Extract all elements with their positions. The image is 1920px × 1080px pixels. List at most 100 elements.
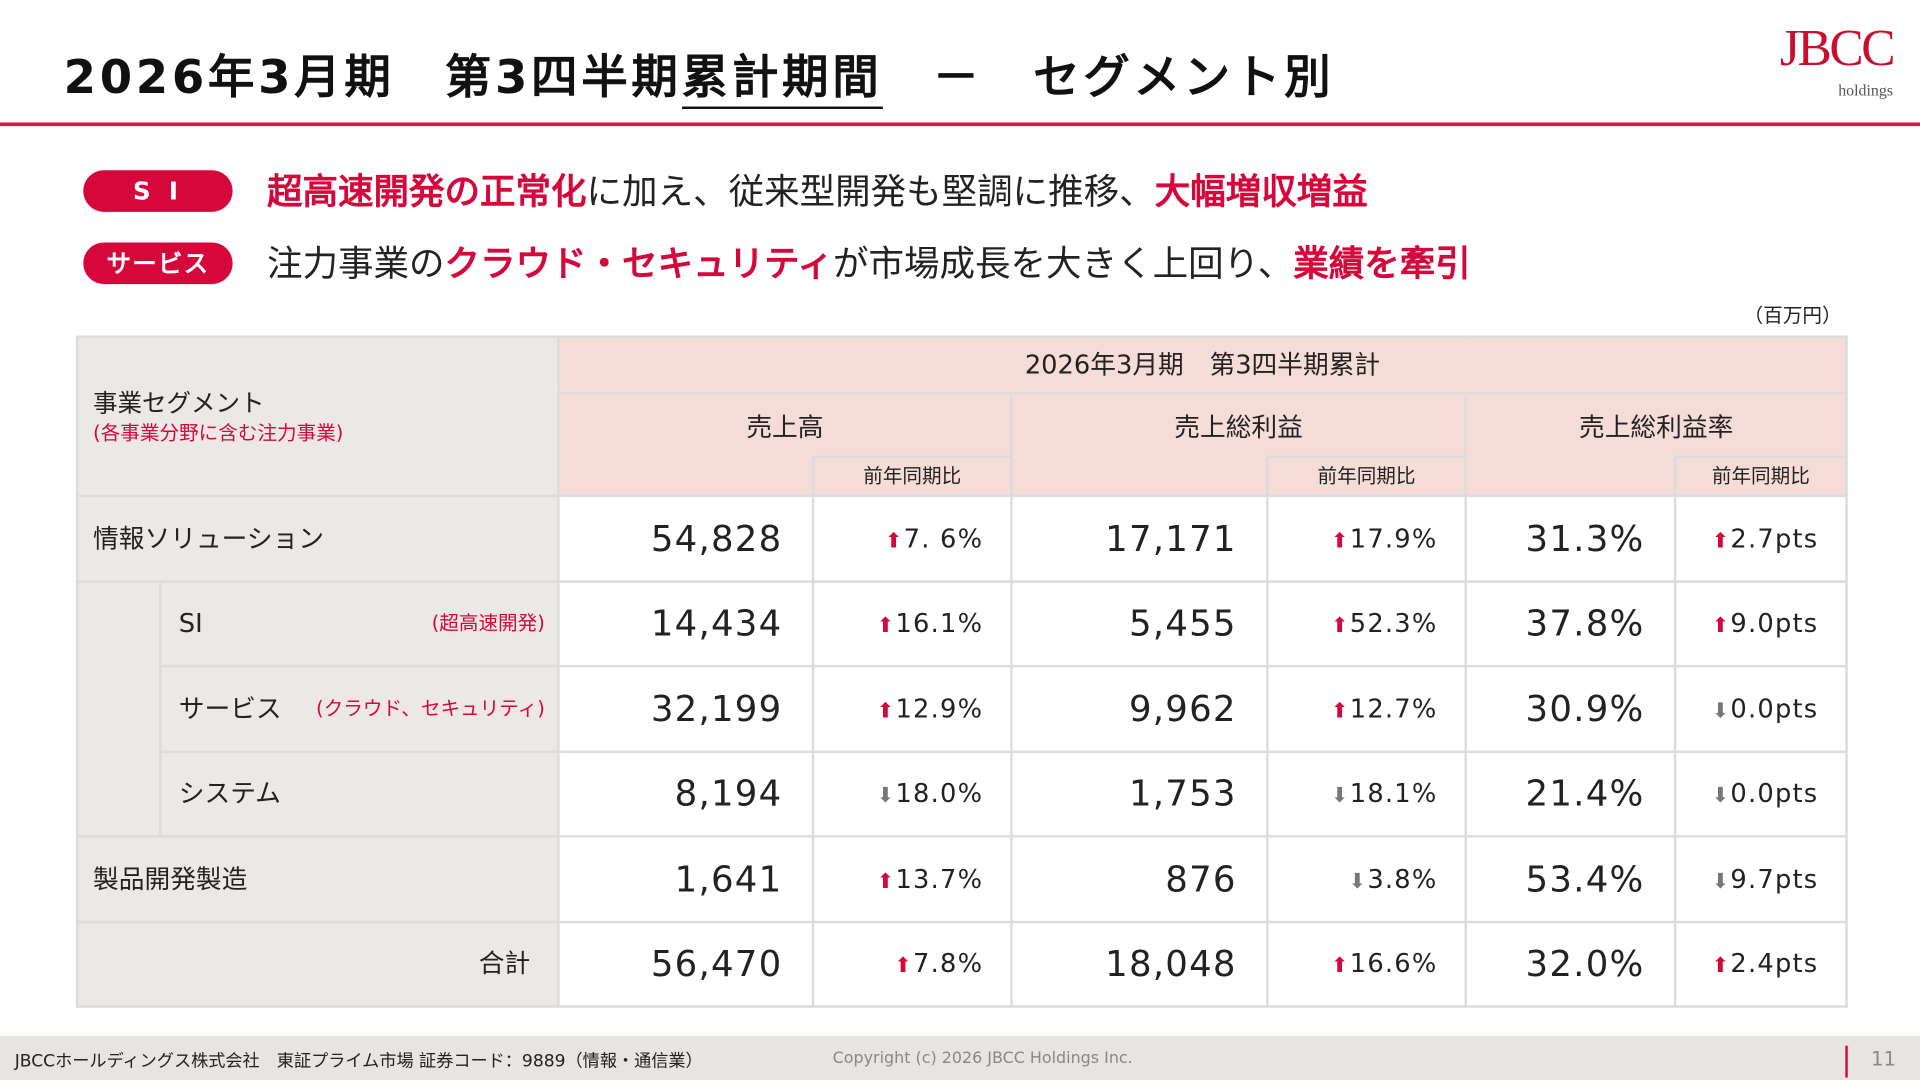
table-row: 情報ソリューション 54,828 ⬆7. 6% 17,171 ⬆17.9% 31.3% ⬆2… [75,494,1848,583]
yoy-cell: ⬆7.8% [811,920,1013,1008]
yoy-cell: ⬇0.0pts [1673,664,1848,753]
segment-header: 事業セグメント (各事業分野に含む注力事業) [75,335,560,498]
header-spacer [557,456,814,498]
highlight-part: 業績を牽引 [1293,242,1471,285]
header-spacer [1010,456,1268,498]
arrow-down-icon: ⬇ [1331,783,1350,809]
yoy-cell: ⬇0.0pts [1673,750,1848,838]
col-gross-profit: 売上総利益 [1010,391,1467,457]
yoy-value: 12.7% [1349,693,1438,724]
yoy-value: 52.3% [1349,608,1438,639]
segment-label: サービス [178,693,282,724]
yoy-cell: ⬆9.0pts [1673,579,1848,668]
arrow-down-icon: ⬇ [1711,698,1731,724]
unit-label: （百万円） [1743,303,1842,327]
yoy-value: 0.0pts [1730,693,1819,724]
yoy-cell: ⬆12.9% [811,664,1013,753]
arrow-up-icon: ⬆ [1711,954,1731,979]
yoy-cell: ⬇18.1% [1266,750,1467,838]
arrow-up-icon: ⬆ [884,528,904,554]
table-row: 製品開発製造 1,641 ⬆13.7% 876 ⬇3.8% 53.4% ⬇9.7pts [75,835,1848,923]
value-cell: 30.9% [1464,664,1677,753]
yoy-value: 13.7% [895,864,984,894]
yoy-value: 12.9% [895,693,984,724]
segment-table: 事業セグメント (各事業分野に含む注力事業) 2026年3月期 第3四半期累計 売… [75,335,1848,1008]
table-row: SI (超高速開発) 14,434 ⬆16.1% 5,455 ⬆52.3% 37.8% ⬆9.… [75,579,1848,837]
value-cell: 9,962 [1010,664,1269,753]
yoy-value: 18.0% [895,778,984,809]
arrow-up-icon: ⬆ [876,868,896,894]
yoy-header: 前年同期比 [1266,455,1467,498]
segment-header-note: (各事業分野に含む注力事業) [93,420,344,444]
segment-note: (クラウド、セキュリティ) [316,696,545,720]
badge-service: サービス [83,242,233,285]
arrow-up-icon: ⬆ [876,698,896,724]
segment-name-wrap: サービス (クラウド、セキュリティ) [179,693,557,725]
table-row: サービス (クラウド、セキュリティ) 32,199 ⬆12.9% 9,962 ⬆12.7%… [77,664,1848,753]
arrow-up-icon: ⬆ [876,613,896,639]
value-cell: 1,753 [1010,750,1269,838]
page-divider [1845,1045,1848,1078]
segment-name-wrap: システム [179,778,557,810]
segment-label: SI [178,608,203,639]
col-sales: 売上高 [557,391,1013,457]
value-cell: 876 [1010,835,1269,923]
segment-name: 製品開発製造 [75,835,560,923]
table-row: システム 8,194 ⬇18.0% 1,753 ⬇18.1% 21.4% ⬇0.0pts [77,750,1848,838]
arrow-up-icon: ⬆ [894,954,914,979]
segment-name-wrap: SI (超高速開発) [179,608,557,640]
value-cell: 37.8% [1464,579,1677,668]
highlight-part: に加え、従来型開発も堅調に推移、 [586,170,1155,212]
value-cell: 56,470 [557,920,815,1008]
highlight-si: 超高速開発の正常化に加え、従来型開発も堅調に推移、大幅増収増益 [267,169,1368,213]
value-cell: 54,828 [557,494,815,583]
yoy-cell: ⬆13.7% [811,835,1013,923]
highlight-part: が市場成長を大きく上回り、 [832,242,1294,285]
yoy-value: 2.4pts [1730,949,1819,979]
col-gross-margin: 売上総利益率 [1464,391,1848,457]
arrow-down-icon: ⬇ [1711,868,1731,894]
segment-header-label: 事業セグメント [93,387,265,417]
indent-cell [75,581,162,837]
yoy-cell: ⬆16.1% [811,579,1013,668]
arrow-down-icon: ⬇ [1711,783,1731,809]
value-cell: 14,434 [557,579,815,668]
yoy-header: 前年同期比 [811,455,1013,498]
yoy-value: 7. 6% [903,523,984,554]
value-cell: 32.0% [1464,920,1677,1008]
yoy-value: 0.0pts [1730,778,1819,809]
arrow-up-icon: ⬆ [1331,613,1350,639]
yoy-value: 7.8% [913,949,984,979]
yoy-value: 3.8% [1367,864,1438,894]
yoy-value: 2.7pts [1730,523,1819,554]
segment-label: 製品開発製造 [93,864,248,894]
value-cell: 18,048 [1010,920,1269,1008]
yoy-cell: ⬆17.9% [1266,494,1467,583]
page-number: 11 [1871,1046,1896,1071]
yoy-cell: ⬇9.7pts [1673,835,1848,923]
arrow-up-icon: ⬆ [1331,954,1350,979]
yoy-cell: ⬆2.7pts [1673,494,1848,583]
yoy-value: 16.1% [895,608,984,639]
segment-name: SI (超高速開発) [159,579,560,668]
value-cell: 1,641 [557,835,815,923]
yoy-cell: ⬇18.0% [811,750,1013,838]
segment-name: サービス (クラウド、セキュリティ) [159,664,560,753]
copyright: Copyright (c) 2026 JBCC Holdings Inc. [832,1049,1133,1068]
arrow-down-icon: ⬇ [876,783,896,809]
arrow-down-icon: ⬇ [1348,868,1368,894]
yoy-value: 18.1% [1349,778,1438,809]
yoy-cell: ⬆2.4pts [1673,920,1848,1008]
segment-label: 情報ソリューション [93,523,324,554]
title-pre: 2026年3月期 第3四半期 [63,50,682,105]
title-underlined: 累計期間 [681,50,883,109]
header-spacer [1464,456,1676,498]
header-rule [0,122,1920,127]
segment-name: 合計 [75,920,560,1008]
arrow-up-icon: ⬆ [1331,698,1350,724]
arrow-up-icon: ⬆ [1711,613,1731,639]
yoy-cell: ⬆12.7% [1266,664,1467,753]
value-cell: 21.4% [1464,750,1677,838]
yoy-cell: ⬇3.8% [1266,835,1467,923]
value-cell: 32,199 [557,664,815,753]
